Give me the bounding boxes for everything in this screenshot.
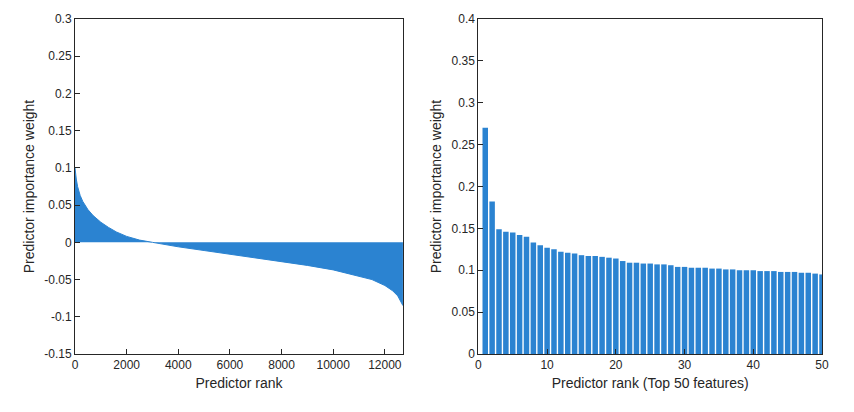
svg-text:20: 20 (609, 358, 623, 372)
svg-text:40: 40 (747, 358, 761, 372)
svg-text:0.05: 0.05 (48, 198, 72, 212)
svg-text:0.1: 0.1 (458, 263, 475, 277)
svg-text:0: 0 (475, 358, 482, 372)
svg-text:0.2: 0.2 (458, 180, 475, 194)
svg-text:0.25: 0.25 (452, 138, 476, 152)
svg-text:10000: 10000 (317, 358, 351, 372)
svg-text:12000: 12000 (368, 358, 402, 372)
svg-text:0.3: 0.3 (458, 96, 475, 110)
svg-text:2000: 2000 (113, 358, 140, 372)
svg-text:-0.05: -0.05 (44, 273, 72, 287)
svg-text:0: 0 (65, 236, 72, 250)
svg-text:6000: 6000 (217, 358, 244, 372)
svg-text:0.2: 0.2 (55, 87, 72, 101)
svg-text:0: 0 (468, 347, 475, 361)
svg-text:0: 0 (72, 358, 79, 372)
svg-text:Predictor importance weight: Predictor importance weight (21, 100, 37, 274)
svg-text:0.05: 0.05 (452, 305, 476, 319)
svg-text:0.15: 0.15 (452, 222, 476, 236)
svg-text:-0.15: -0.15 (44, 347, 72, 361)
svg-text:Predictor rank (Top 50 feature: Predictor rank (Top 50 features) (552, 375, 749, 391)
svg-text:-0.1: -0.1 (51, 310, 72, 324)
svg-text:4000: 4000 (165, 358, 192, 372)
svg-text:0.25: 0.25 (48, 49, 72, 63)
svg-text:Predictor importance weight: Predictor importance weight (428, 100, 444, 274)
svg-text:10: 10 (540, 358, 554, 372)
svg-text:Predictor rank: Predictor rank (195, 375, 283, 391)
svg-text:0.4: 0.4 (458, 12, 475, 26)
svg-text:0.3: 0.3 (55, 12, 72, 26)
svg-text:0.35: 0.35 (452, 54, 476, 68)
svg-text:0.15: 0.15 (48, 124, 72, 138)
svg-text:0.1: 0.1 (55, 161, 72, 175)
svg-text:50: 50 (815, 358, 829, 372)
svg-text:30: 30 (678, 358, 692, 372)
svg-text:8000: 8000 (268, 358, 295, 372)
